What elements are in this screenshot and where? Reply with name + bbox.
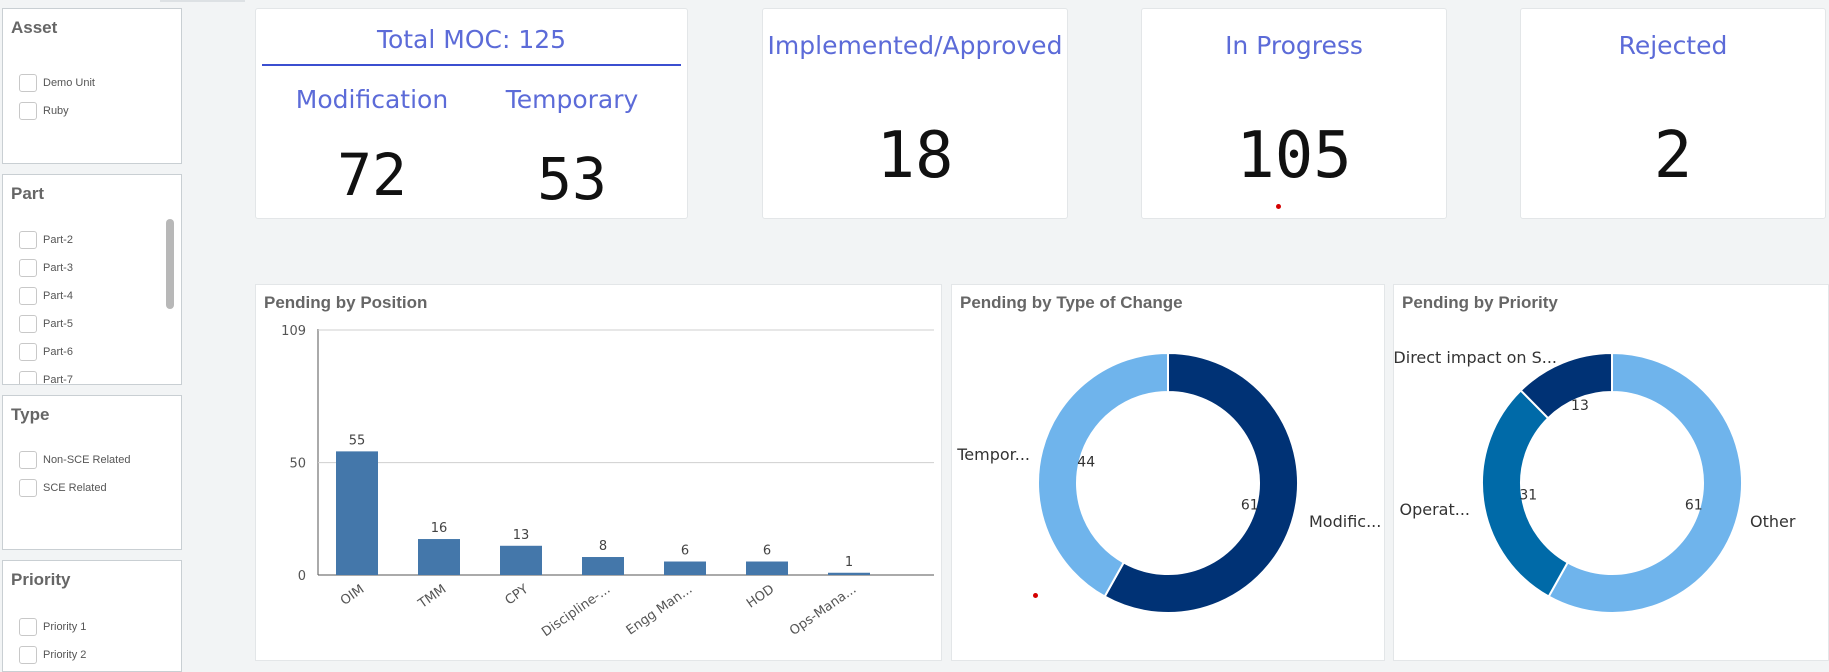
rejected-card: Rejected 2 <box>1520 8 1826 219</box>
rejected-value: 2 <box>1653 119 1693 193</box>
slice-value-label: 13 <box>1571 398 1589 414</box>
slice-category-label: Operat... <box>1399 500 1470 519</box>
in-progress-value: 105 <box>1236 119 1352 193</box>
modification-value: 72 <box>337 141 407 209</box>
priority-filter-title: Priority <box>11 570 71 589</box>
top-divider <box>160 0 245 2</box>
x-tick-label: CPY <box>503 582 532 608</box>
x-tick-label: OIM <box>338 582 367 609</box>
pending-by-position-chart: 05010955OIM16TMM13CPY8Discipline-...6Eng… <box>281 324 934 640</box>
asset-option-ruby[interactable]: Ruby <box>19 97 161 125</box>
total-moc-card: Total MOC: 125 Modification Temporary 72… <box>255 8 688 219</box>
type-option-sce[interactable]: SCE Related <box>19 474 161 502</box>
temporary-value: 53 <box>537 145 607 213</box>
checkbox[interactable] <box>19 618 37 636</box>
priority-option-2[interactable]: Priority 2 <box>19 641 161 669</box>
rejected-label: Rejected <box>1618 31 1728 60</box>
y-tick-label: 50 <box>289 457 306 472</box>
slice-tempor- <box>1037 351 1169 598</box>
slice-category-label: Tempor... <box>956 445 1030 464</box>
slice-category-label: Direct impact on S... <box>1394 348 1557 367</box>
modification-label: Modification <box>295 85 449 114</box>
bar-value-label: 55 <box>349 433 366 448</box>
bar-oim <box>336 451 378 575</box>
x-tick-label: Engg Man... <box>624 582 696 638</box>
type-filter-pane[interactable]: Type Non-SCE Related SCE Related <box>2 395 182 550</box>
total-moc-divider <box>262 64 681 66</box>
pending-by-type-panel: Pending by Type of Change 61 Modific... 44… <box>951 284 1385 661</box>
bar-value-label: 8 <box>599 539 607 554</box>
x-tick-label: Ops-Mana... <box>787 582 859 639</box>
part-option[interactable]: Part-3 <box>19 254 161 282</box>
y-tick-label: 0 <box>298 569 306 584</box>
total-moc-label: Total MOC: 125 <box>376 25 567 54</box>
part-filter-title: Part <box>11 184 45 203</box>
in-progress-card: In Progress 105 <box>1141 8 1447 219</box>
part-filter-scrollbar[interactable] <box>166 219 174 309</box>
checkbox[interactable] <box>19 315 37 333</box>
part-option[interactable]: Part-2 <box>19 226 161 254</box>
x-tick-label: Discipline-... <box>539 582 613 640</box>
type-option-non-sce[interactable]: Non-SCE Related <box>19 446 161 474</box>
pending-by-priority-title: Pending by Priority <box>1402 293 1558 312</box>
checkbox[interactable] <box>19 451 37 469</box>
bar-ops-mana- <box>828 572 870 575</box>
in-progress-label: In Progress <box>1225 31 1363 60</box>
implemented-value: 18 <box>876 119 954 193</box>
checkbox[interactable] <box>19 343 37 361</box>
bar-value-label: 16 <box>431 521 448 536</box>
pending-by-priority-panel: Pending by Priority 61 Other 31 Operat... 13… <box>1393 284 1829 661</box>
bar-value-label: 1 <box>845 555 853 570</box>
checkbox[interactable] <box>19 371 37 384</box>
checkbox[interactable] <box>19 479 37 497</box>
part-option[interactable]: Part-5 <box>19 310 161 338</box>
x-tick-label: TMM <box>415 582 449 612</box>
priority-option-1[interactable]: Priority 1 <box>19 613 161 641</box>
slice-value-label: 44 <box>1077 455 1095 471</box>
checkbox[interactable] <box>19 74 37 92</box>
y-tick-label: 109 <box>281 324 306 339</box>
pending-by-type-title: Pending by Type of Change <box>960 293 1183 312</box>
slice-value-label: 61 <box>1685 497 1703 513</box>
asset-option-demo-unit[interactable]: Demo Unit <box>19 69 161 97</box>
slice-value-label: 61 <box>1241 497 1259 513</box>
checkbox[interactable] <box>19 231 37 249</box>
checkbox[interactable] <box>19 646 37 664</box>
part-option[interactable]: Part-4 <box>19 282 161 310</box>
slice-value-label: 31 <box>1519 487 1537 503</box>
pending-by-position-title: Pending by Position <box>264 293 428 312</box>
bar-engg-man- <box>664 561 706 575</box>
bar-tmm <box>418 539 460 575</box>
temporary-label: Temporary <box>505 85 639 114</box>
part-option[interactable]: Part-6 <box>19 338 161 366</box>
type-filter-title: Type <box>11 405 50 424</box>
checkbox[interactable] <box>19 287 37 305</box>
bar-hod <box>746 561 788 575</box>
implemented-card: Implemented/Approved 18 <box>762 8 1068 219</box>
pending-by-priority-chart: 61 Other 31 Operat... 13 Direct impact on S..… <box>1394 348 1796 614</box>
part-filter-pane[interactable]: Part Part-2 Part-3 Part-4 Part-5 Part-6 … <box>2 174 182 385</box>
implemented-label: Implemented/Approved <box>767 31 1063 60</box>
indicator-dot <box>1033 593 1038 598</box>
priority-filter-pane[interactable]: Priority Priority 1 Priority 2 <box>2 560 182 672</box>
bar-cpy <box>500 545 542 575</box>
part-option[interactable]: Part-7 <box>19 366 161 384</box>
pending-by-type-chart: 61 Modific... 44 Tempor... <box>956 351 1381 614</box>
slice-category-label: Other <box>1750 512 1796 531</box>
asset-filter-pane[interactable]: Asset Demo Unit Ruby <box>2 8 182 164</box>
checkbox[interactable] <box>19 102 37 120</box>
slice-other <box>1547 351 1743 614</box>
checkbox[interactable] <box>19 259 37 277</box>
bar-value-label: 6 <box>763 544 771 559</box>
slice-modific- <box>1103 351 1299 614</box>
asset-filter-title: Asset <box>11 18 58 37</box>
indicator-dot <box>1276 204 1281 209</box>
pending-by-position-panel: Pending by Position 0 50 109 55 OIM 16 TMM 13 CP… <box>255 284 942 661</box>
bar-discipline- <box>582 557 624 575</box>
bar-value-label: 13 <box>513 528 530 543</box>
slice-direct-impact-on-s- <box>1519 351 1613 420</box>
x-tick-label: HOD <box>744 582 777 612</box>
bar-value-label: 6 <box>681 544 689 559</box>
slice-category-label: Modific... <box>1309 512 1381 531</box>
